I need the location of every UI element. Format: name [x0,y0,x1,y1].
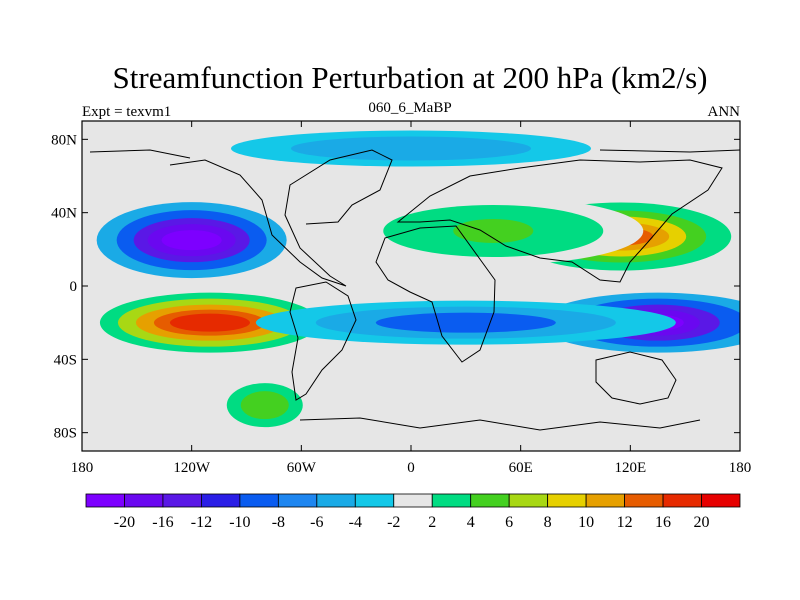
contour-level [473,224,514,238]
colorbar-label: 2 [428,514,436,531]
right-label: ANN [708,104,741,120]
colorbar-label: -10 [229,514,250,531]
map-background [82,121,740,451]
contour-level [291,136,531,161]
colorbar-label: 12 [617,514,633,531]
colorbar-swatch [547,493,587,508]
coastline [289,281,357,401]
contour-field [96,130,740,436]
x-tick-label: 60W [287,460,317,476]
y-tick-label: 40N [51,206,77,222]
y-tick-label: 80S [54,426,77,442]
colorbar-swatch [239,493,279,508]
contour-level [169,313,250,332]
coastline [299,417,701,431]
colorbar-swatch [470,493,510,508]
x-tick-label: 120E [614,460,646,476]
colorbar-label: 16 [655,514,671,531]
colorbar-label: -12 [191,514,212,531]
coastline [595,351,677,405]
colorbar: -20 -16 -12 -10 -8 -6 -4 -2 2 4 6 8 10 12 16 20 [85,493,741,531]
x-tick-label: 180 [71,460,94,476]
colorbar-label: -4 [349,514,362,531]
colorbar-label: 10 [578,514,594,531]
colorbar-swatch [393,493,433,508]
colorbar-swatch [316,493,356,508]
y-axis: 80N 40N 0 40S 80S [51,132,740,442]
colorbar-label: 6 [505,514,513,531]
colorbar-label: -20 [114,514,135,531]
colorbar-label: 8 [544,514,552,531]
y-tick-label: 80N [51,132,77,148]
colorbar-swatch [508,493,549,508]
contour-level [240,391,289,420]
coastline [169,149,393,287]
colorbar-label: -6 [310,514,323,531]
colorbar-label: -2 [387,514,400,531]
chart-title: Streamfunction Perturbation at 200 hPa (… [113,60,708,95]
colorbar-swatch [624,493,664,508]
y-tick-label: 40S [54,352,77,368]
colorbar-swatch [277,493,318,508]
colorbar-label: 20 [694,514,710,531]
x-tick-label: 120W [173,460,211,476]
colorbar-swatch [662,493,702,508]
contour-level [375,312,556,333]
colorbar-label: -16 [152,514,173,531]
x-axis: 180 120W 60W 0 60E 120E 180 [71,121,752,476]
x-tick-label: 0 [407,460,415,476]
colorbar-swatch [85,493,125,508]
coastline [375,225,496,363]
coastline [89,149,740,159]
y-tick-label: 0 [70,279,78,295]
colorbar-swatch [162,493,202,508]
colorbar-swatch [701,493,741,508]
colorbar-label: 4 [467,514,475,531]
contour-level [161,230,222,251]
colorbar-swatch [124,493,164,508]
colorbar-swatch [431,493,472,508]
coastline [396,159,723,283]
coastlines [89,149,740,431]
left-label: Expt = texvm1 [82,104,171,120]
center-label: 060_6_MaBP [368,100,451,116]
x-tick-label: 60E [509,460,533,476]
colorbar-swatch [585,493,625,508]
colorbar-label: -8 [272,514,285,531]
colorbar-swatch [201,493,241,508]
colorbar-swatch [354,493,395,508]
x-tick-label: 180 [729,460,752,476]
